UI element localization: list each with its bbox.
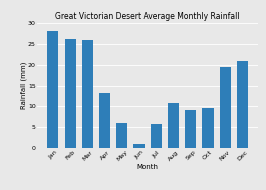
Bar [64, 39, 76, 148]
Title: Great Victorian Desert Average Monthly Rainfall: Great Victorian Desert Average Monthly R… [55, 12, 240, 21]
Bar [185, 110, 196, 148]
Bar [151, 124, 162, 148]
X-axis label: Month: Month [137, 164, 159, 170]
Y-axis label: Rainfall (mm): Rainfall (mm) [20, 62, 27, 109]
Bar [168, 104, 179, 148]
Bar [219, 67, 231, 148]
Bar [237, 61, 248, 148]
Bar [99, 93, 110, 148]
Bar [134, 144, 145, 148]
Bar [82, 40, 93, 148]
Bar [47, 31, 59, 148]
Bar [202, 108, 214, 148]
Bar [116, 123, 127, 148]
